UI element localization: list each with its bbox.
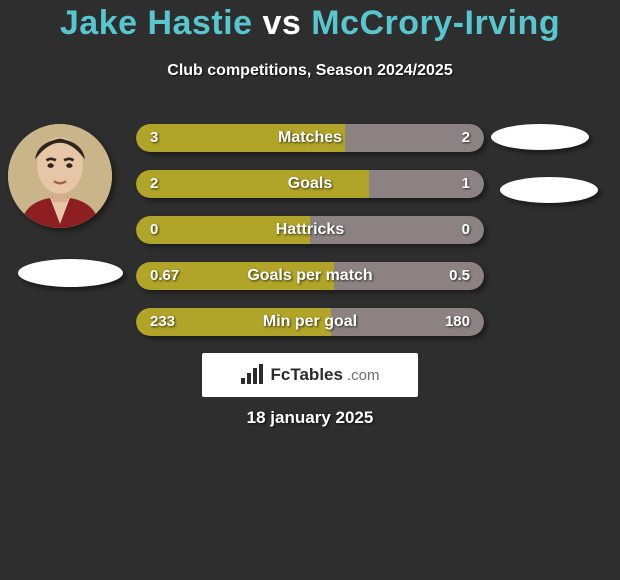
bar-chart-icon	[241, 366, 263, 384]
stat-right-value: 1	[462, 170, 470, 198]
stat-left-value: 233	[150, 308, 175, 336]
date-text: 18 january 2025	[0, 408, 620, 428]
stat-right-value: 180	[445, 308, 470, 336]
stat-left-value: 0.67	[150, 262, 179, 290]
stat-row-min-per-goal: 233 Min per goal 180	[136, 308, 484, 336]
decorative-ellipse-right-1	[491, 124, 589, 150]
page-title: Jake Hastie vs McCrory-Irving	[0, 4, 620, 43]
decorative-ellipse-left	[18, 259, 123, 287]
comparison-card: Jake Hastie vs McCrory-Irving Club compe…	[0, 0, 620, 580]
stat-row-matches: 3 Matches 2	[136, 124, 484, 152]
avatar-portrait-icon	[8, 124, 112, 228]
subtitle: Club competitions, Season 2024/2025	[0, 62, 620, 80]
bar-left	[136, 170, 369, 198]
stat-bars: 3 Matches 2 2 Goals 1 0 Hattricks 0 0.67…	[136, 124, 484, 354]
stat-left-value: 0	[150, 216, 158, 244]
bar-left	[136, 216, 310, 244]
stat-left-value: 3	[150, 124, 158, 152]
stat-row-goals-per-match: 0.67 Goals per match 0.5	[136, 262, 484, 290]
player1-avatar	[8, 124, 112, 228]
fctables-logo: FcTables.com	[202, 353, 418, 397]
stat-left-value: 2	[150, 170, 158, 198]
stat-right-value: 0	[462, 216, 470, 244]
stat-row-goals: 2 Goals 1	[136, 170, 484, 198]
vs-text: vs	[262, 4, 301, 42]
logo-brand: FcTables	[271, 365, 343, 385]
logo-dotcom: .com	[347, 367, 380, 384]
stat-row-hattricks: 0 Hattricks 0	[136, 216, 484, 244]
stat-right-value: 0.5	[449, 262, 470, 290]
bar-left	[136, 124, 345, 152]
bar-right	[310, 216, 484, 244]
decorative-ellipse-right-2	[500, 177, 598, 203]
player1-name: Jake Hastie	[60, 4, 253, 42]
player2-name: McCrory-Irving	[311, 4, 560, 42]
stat-right-value: 2	[462, 124, 470, 152]
